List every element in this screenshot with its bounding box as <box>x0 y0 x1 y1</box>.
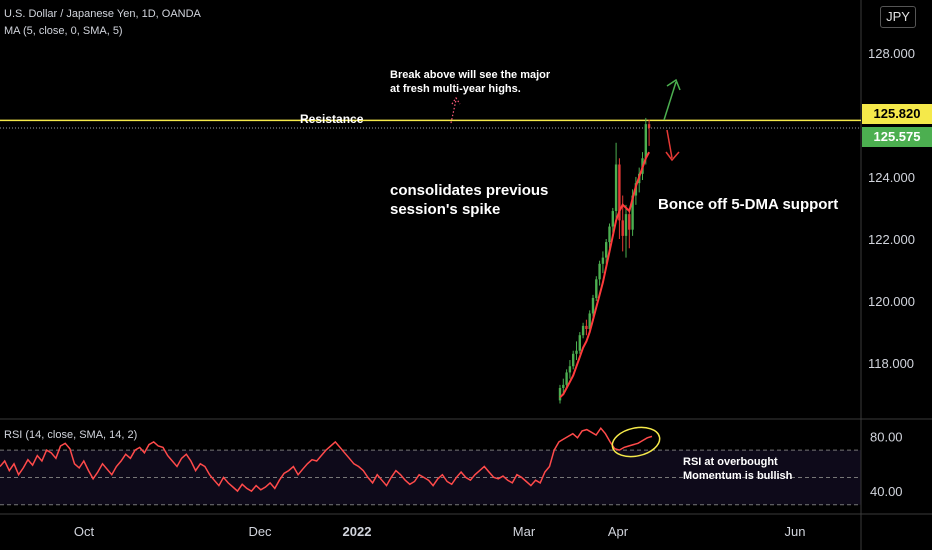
break-above-line-1: Break above will see the major <box>390 69 551 81</box>
time-tick-label: Jun <box>785 524 806 539</box>
candle <box>618 158 621 239</box>
ma-indicator-label: MA (5, close, 0, SMA, 5) <box>4 25 123 37</box>
candle <box>568 360 572 379</box>
time-tick-label: 2022 <box>343 524 372 539</box>
rsi-indicator-label: RSI (14, close, SMA, 14, 2) <box>4 429 138 441</box>
consolidates-line-2: session's spike <box>390 201 501 218</box>
rsi-axis-ticks: 80.00 40.00 <box>870 429 903 499</box>
time-tick-label: Dec <box>248 524 272 539</box>
rsi-note-line-1: RSI at overbought <box>683 456 778 468</box>
candle <box>565 369 568 388</box>
candle <box>581 322 585 339</box>
candle <box>608 223 611 249</box>
candle <box>601 251 605 274</box>
candle <box>591 294 595 317</box>
rsi-tick-label: 40.00 <box>870 484 903 499</box>
price-tick-label: 124.000 <box>868 170 915 185</box>
price-tick-label: 120.000 <box>868 294 915 309</box>
time-tick-label: Mar <box>513 524 536 539</box>
bounce-note: Bonce off 5-DMA support <box>658 196 839 213</box>
candle <box>558 384 562 404</box>
up-arrow-icon <box>663 78 681 121</box>
price-tick-label: 118.000 <box>868 356 914 371</box>
candle <box>628 207 631 249</box>
candle <box>575 341 578 361</box>
time-axis-ticks: Oct Dec 2022 Mar Apr Jun <box>74 524 806 539</box>
price-axis-ticks: 128.000 124.000 122.000 120.000 118.000 <box>868 46 915 371</box>
rsi-note-line-2: Momentum is bullish <box>683 470 793 482</box>
break-above-line-2: at fresh multi-year highs. <box>390 83 521 95</box>
candle <box>647 119 651 146</box>
time-tick-label: Apr <box>608 524 629 539</box>
consolidates-note: consolidates previous session's spike <box>390 181 548 219</box>
candle <box>614 142 618 221</box>
break-above-note: Break above will see the major at fresh … <box>390 68 550 96</box>
resistance-label: Resistance <box>300 112 364 126</box>
resistance-price-tag: 125.820 <box>862 104 932 125</box>
candle <box>611 207 614 233</box>
rsi-reference-lines <box>0 449 861 506</box>
symbol-title: U.S. Dollar / Japanese Yen, 1D, OANDA <box>4 8 201 20</box>
candle <box>598 260 601 286</box>
ma-5-line <box>559 151 650 399</box>
price-tick-label: 122.000 <box>868 232 915 247</box>
candle <box>595 276 598 302</box>
rsi-line <box>0 426 653 493</box>
time-tick-label: Oct <box>74 524 95 539</box>
candle <box>605 238 608 264</box>
candle <box>624 204 628 258</box>
currency-button[interactable]: JPY <box>880 6 916 28</box>
price-tick-label: 128.000 <box>868 46 915 61</box>
candle <box>585 319 588 336</box>
last-price-tag: 125.575 <box>862 127 932 148</box>
candle <box>578 332 581 354</box>
consolidates-line-1: consolidates previous <box>390 182 549 199</box>
down-arrow-icon <box>665 129 680 162</box>
candle <box>572 350 575 370</box>
dotted-up-arrow-icon <box>450 96 461 124</box>
rsi-tick-label: 80.00 <box>870 429 903 444</box>
candle <box>562 378 565 395</box>
rsi-note: RSI at overbought Momentum is bullish <box>683 455 792 483</box>
rsi-highlight-ellipse <box>611 426 661 458</box>
